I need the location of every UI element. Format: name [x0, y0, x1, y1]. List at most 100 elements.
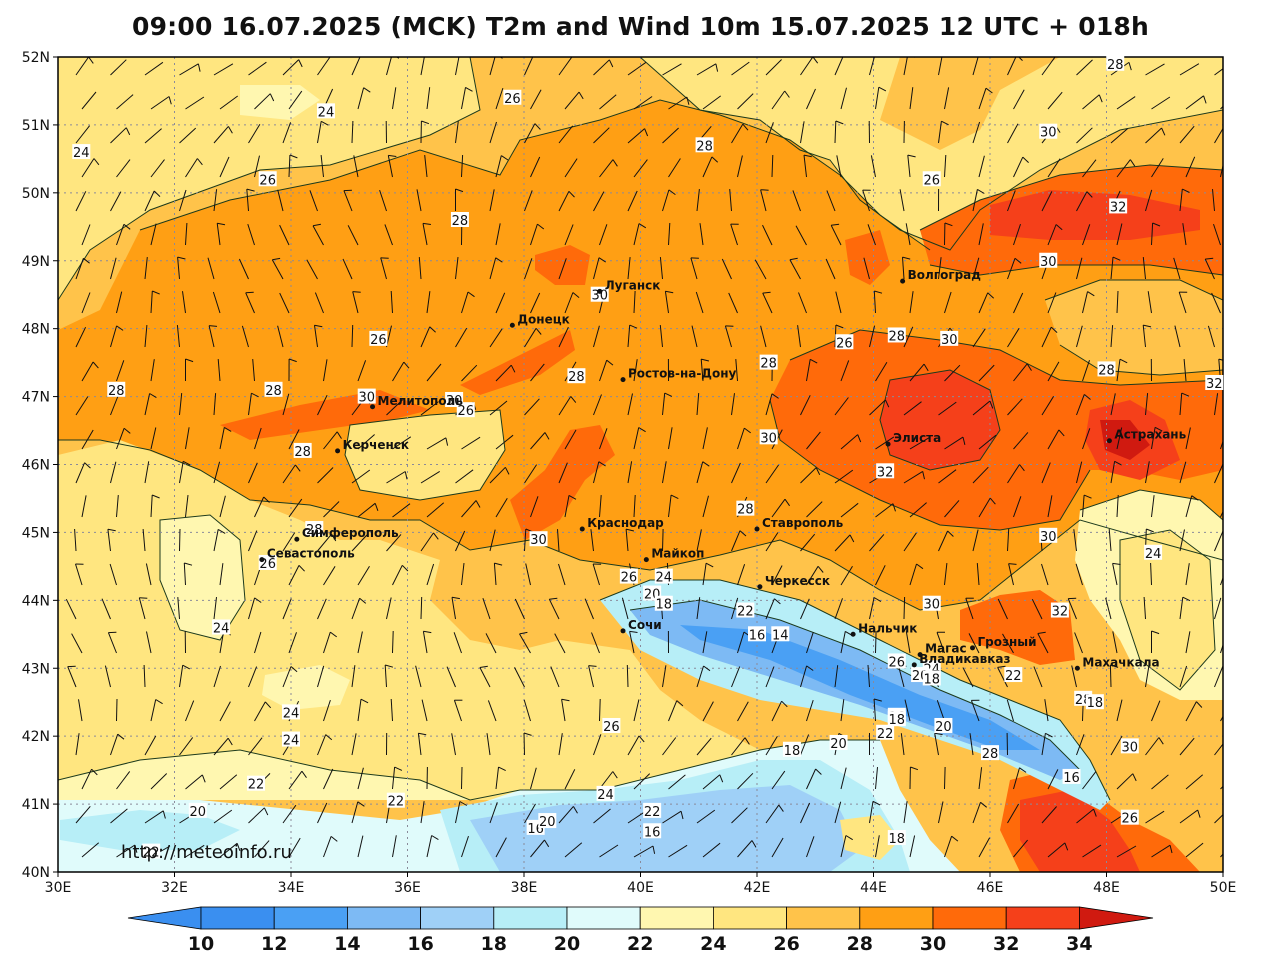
wind-barb — [969, 733, 974, 756]
wind-barb-flag — [404, 471, 408, 480]
wind-barb-flag — [217, 222, 226, 226]
wind-barb — [351, 57, 361, 76]
wind-barb — [944, 563, 948, 586]
wind-barb — [1047, 361, 1060, 382]
wind-barb-flag — [162, 810, 166, 819]
field-32-34-se — [1020, 790, 1140, 872]
wind-barb — [525, 563, 531, 586]
wind-barb — [1214, 462, 1223, 484]
lon-tick-label: 40E — [627, 880, 654, 896]
wind-barb-flag — [771, 393, 779, 399]
city-label: Астрахань — [1114, 428, 1186, 442]
wind-barb — [116, 291, 123, 314]
wind-barb-flag — [902, 256, 911, 260]
wind-barb-flag — [922, 471, 925, 480]
wind-barb-flag — [778, 804, 784, 812]
wind-barb — [150, 773, 168, 790]
wind-barb — [1007, 398, 1023, 416]
wind-barb-flag — [1128, 62, 1132, 71]
contour-line — [139, 99, 931, 251]
wind-barb — [1041, 191, 1053, 212]
colorbar-cell — [859, 906, 934, 930]
city-dot — [917, 652, 923, 658]
wind-barb-flag — [1112, 256, 1121, 261]
wind-barb — [903, 532, 917, 552]
wind-barb — [599, 428, 608, 450]
wind-barb-flag — [977, 188, 985, 194]
wind-barb — [806, 699, 814, 722]
wind-barb — [1082, 224, 1091, 246]
wind-barb — [524, 464, 538, 484]
wind-barb-flag — [598, 461, 606, 467]
lat-tick-label: 44N — [22, 593, 50, 609]
field-22-24-south — [58, 750, 470, 800]
wind-barb — [420, 596, 423, 620]
wind-barb — [627, 257, 631, 280]
wind-barb — [81, 495, 87, 518]
wind-barb — [1116, 359, 1121, 382]
wind-barb — [668, 774, 686, 790]
field-24-26-nw — [58, 57, 480, 300]
wind-barb-flag — [298, 565, 305, 572]
wind-barb — [1013, 839, 1028, 858]
wind-barb — [668, 96, 688, 110]
wind-barb — [422, 631, 428, 654]
wind-barb — [384, 664, 387, 688]
contour-label: 26 — [887, 653, 906, 670]
wind-barb — [144, 810, 164, 824]
wind-barb-flag — [153, 190, 161, 197]
wind-barb-flag — [1143, 324, 1152, 328]
wind-barb-flag — [857, 434, 862, 443]
wind-barb — [903, 401, 922, 416]
wind-barb-flag — [715, 63, 719, 72]
wind-barb — [792, 190, 801, 212]
contour-label-text: 24 — [283, 706, 300, 721]
contour-label: 28 — [305, 521, 324, 538]
wind-barb-flag — [359, 597, 367, 604]
contour-label-text: 28 — [737, 503, 754, 518]
wind-barb-flag — [686, 96, 690, 105]
wind-barb-flag — [117, 733, 125, 740]
wind-barb — [455, 469, 474, 484]
wind-barb — [593, 127, 610, 144]
lat-tick-label: 46N — [22, 458, 50, 474]
lon-tick-label: 36E — [394, 880, 421, 896]
wind-barb-flag — [263, 807, 269, 816]
wind-barb — [248, 807, 265, 824]
wind-barb — [1145, 189, 1153, 212]
lon-tick-label: 46E — [977, 880, 1004, 896]
wind-barb — [875, 565, 886, 586]
wind-barb-flag — [1087, 291, 1095, 297]
wind-barb — [288, 565, 300, 586]
wind-barb — [633, 359, 638, 382]
contour-labels: 28 24 26 24 30 28 26 26 32 28 30 30 26 26 28 30 28 28 28 30… — [72, 55, 1224, 861]
wind-barb — [1008, 563, 1014, 586]
wind-barb — [1076, 191, 1088, 212]
wind-barb — [455, 327, 468, 348]
field-32-34-elista — [880, 370, 1000, 470]
wind-barb — [826, 190, 836, 212]
wind-barb — [627, 128, 645, 144]
contour-label-bg — [1120, 809, 1139, 825]
wind-barb-flag — [1205, 257, 1214, 260]
wind-barb — [702, 563, 707, 586]
wind-barb — [702, 701, 714, 722]
wind-barb — [288, 429, 300, 450]
wind-barb — [702, 427, 708, 450]
wind-barb — [495, 364, 512, 382]
lat-tick-label: 48N — [22, 322, 50, 338]
wind-barb — [840, 631, 846, 654]
wind-barb-flag — [510, 364, 516, 373]
wind-barb — [426, 437, 447, 450]
colorbar-cell — [566, 906, 641, 930]
wind-barb — [185, 844, 205, 858]
wind-barb — [182, 291, 186, 314]
wind-barb-flag — [934, 732, 943, 736]
contour-label: 22 — [643, 802, 662, 820]
wind-barb — [626, 664, 629, 688]
wind-barb — [357, 502, 376, 518]
wind-barb — [248, 666, 258, 688]
contour-label: 26 — [835, 334, 854, 351]
wind-barb — [306, 259, 318, 280]
wind-barb — [1185, 563, 1190, 586]
